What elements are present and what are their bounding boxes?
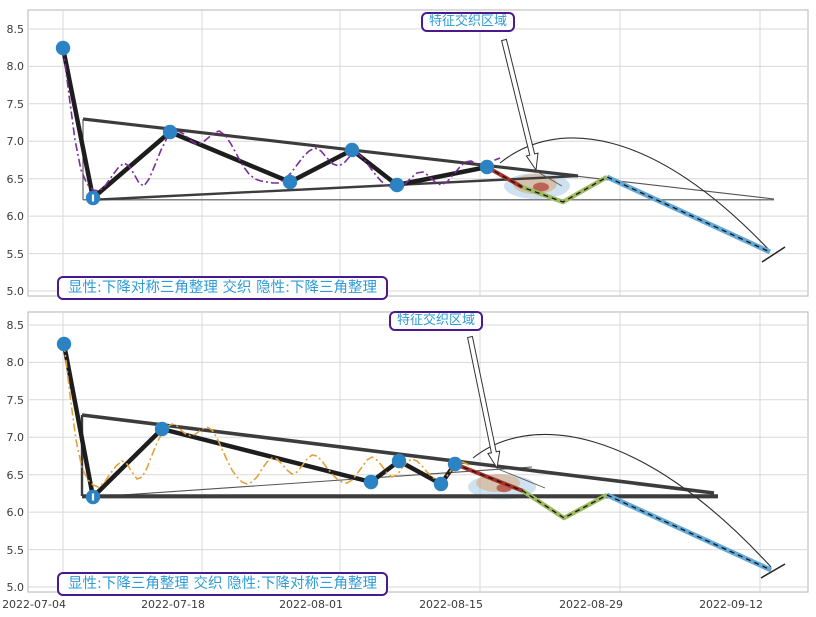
top-plot-border <box>27 9 809 297</box>
y-tick: 7.5 <box>7 394 25 407</box>
symmetric-lower-line <box>92 174 579 201</box>
top-interweave-annotation-label: 特征交织区域 <box>421 12 516 33</box>
x-tick: 2022-08-15 <box>419 598 483 611</box>
y-tick: 8.5 <box>7 319 25 332</box>
pivot-dot <box>363 474 379 490</box>
x-tick: 2022-09-12 <box>699 598 763 611</box>
x-tick: 2022-07-18 <box>141 598 205 611</box>
y-tick: 6.0 <box>7 210 25 223</box>
projection-dashed-overlay <box>486 166 771 253</box>
pivot-dot <box>282 174 298 190</box>
y-tick: 6.5 <box>7 469 25 482</box>
end-tick-mark <box>760 563 786 579</box>
x-tick: 2022-08-01 <box>279 598 343 611</box>
pivot-dot <box>391 453 407 469</box>
y-tick: 6.0 <box>7 506 25 519</box>
projection-dashed-overlay <box>454 463 772 571</box>
pivot-dot <box>433 476 449 492</box>
y-tick: 7.0 <box>7 431 25 444</box>
pivot-dot <box>344 142 360 158</box>
x-axis: 2022-07-04 2022-07-18 2022-08-01 2022-08… <box>2 598 763 611</box>
bottom-interweave-annotation-label: 特征交织区域 <box>389 311 484 332</box>
annotation-leader-line <box>497 468 546 489</box>
top-pattern-label: 显性:下降对称三角整理 交织 隐性:下降三角整理 <box>57 276 388 301</box>
pivot-dot <box>447 456 463 472</box>
bottom-pattern-label: 显性:下降三角整理 交织 隐性:下降对称三角整理 <box>57 572 388 597</box>
pivot-dot <box>154 421 170 437</box>
y-tick: 7.0 <box>7 135 25 148</box>
y-tick: 8.5 <box>7 23 25 36</box>
end-tick-mark <box>761 246 786 263</box>
top-y-axis: 8.5 8.0 7.5 7.0 6.5 6.0 5.5 5.0 <box>7 23 25 298</box>
top-pivot-dots <box>55 40 495 206</box>
bottom-y-axis: 8.5 8.0 7.5 7.0 6.5 6.0 5.5 5.0 <box>7 319 25 594</box>
pivot-dot <box>479 159 495 175</box>
pivot-dot <box>389 177 405 193</box>
bottom-pivot-dots <box>56 336 463 505</box>
raw-series-dashdot <box>62 47 501 192</box>
x-tick: 2022-08-29 <box>559 598 623 611</box>
y-tick: 5.0 <box>7 581 25 594</box>
x-tick: 2022-07-04 <box>2 598 66 611</box>
ellipse-red <box>533 182 549 192</box>
arc-annotation <box>472 434 772 568</box>
pivot-dot <box>55 40 71 56</box>
pivot-dot <box>162 124 178 140</box>
y-tick: 5.0 <box>7 285 25 298</box>
pivot-dot <box>56 336 72 352</box>
y-tick: 5.5 <box>7 544 25 557</box>
y-tick: 8.0 <box>7 356 25 369</box>
y-tick: 6.5 <box>7 173 25 186</box>
annotation-arrow-icon <box>500 38 539 172</box>
annotation-leader-line <box>535 170 563 187</box>
y-tick: 7.5 <box>7 98 25 111</box>
top-chart: 8.5 8.0 7.5 7.0 6.5 6.0 5.5 5.0 <box>7 9 809 298</box>
bottom-plot-border <box>27 311 809 593</box>
y-tick: 8.0 <box>7 60 25 73</box>
bottom-chart: 8.5 8.0 7.5 7.0 6.5 6.0 5.5 5.0 2022-07-… <box>2 311 809 611</box>
arc-annotation <box>499 137 771 252</box>
hidden-symmetric-lower-line <box>92 466 533 498</box>
y-tick: 5.5 <box>7 248 25 261</box>
annotation-arrow-icon <box>467 335 501 470</box>
bottom-projection <box>454 462 786 579</box>
